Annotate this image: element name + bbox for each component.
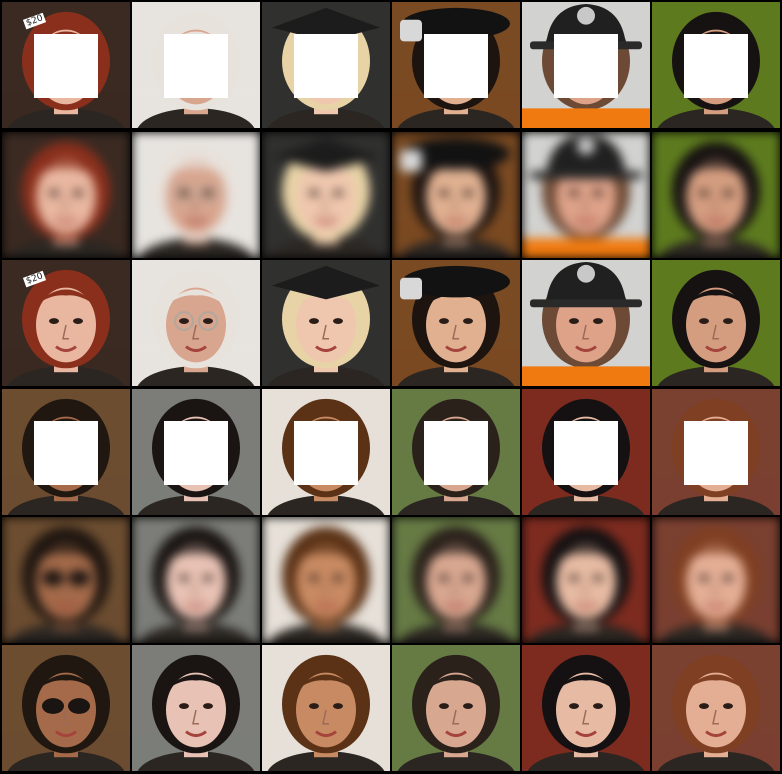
face-tile-blurred-reconstruction-curly-haired-man [262, 517, 390, 643]
face-image-woman-long-dark-hair [392, 517, 520, 643]
face-tile-masked-girl-with-bangs-yellow-flowers [652, 2, 780, 128]
face-image-police-helmet-man [522, 132, 650, 258]
face-image-man-with-sunglasses [2, 645, 130, 771]
face-image-red-haired-woman-smiling [2, 132, 130, 258]
face-image-asian-woman-short-hair [522, 517, 650, 643]
face-tile-blurred-reconstruction-blonde-graduate-smiling [262, 132, 390, 258]
occlusion-mask [684, 421, 748, 485]
face-tile-ground-truth-dark-haired-woman-black-hat [392, 260, 520, 386]
face-image-woman-red-lips [132, 645, 260, 771]
face-tile-ground-truth-elderly-man-with-glasses [132, 260, 260, 386]
face-image-woman-long-dark-hair [392, 645, 520, 771]
face-tile-blurred-reconstruction-elderly-man-with-glasses [132, 132, 260, 258]
face-tile-ground-truth-woman-red-lips [132, 645, 260, 771]
face-tile-masked-blonde-graduate-smiling [262, 2, 390, 128]
face-tile-blurred-reconstruction-man-with-sunglasses [2, 517, 130, 643]
face-image-auburn-haired-teen [652, 645, 780, 771]
face-tile-masked-dark-haired-woman-black-hat [392, 2, 520, 128]
face-tile-blurred-reconstruction-dark-haired-woman-black-hat [392, 132, 520, 258]
face-image-asian-woman-short-hair [522, 645, 650, 771]
face-tile-ground-truth-red-haired-woman-smiling: $20 [2, 260, 130, 386]
face-image-woman-red-lips [132, 517, 260, 643]
face-image-man-with-sunglasses [2, 517, 130, 643]
face-tile-masked-asian-woman-short-hair [522, 389, 650, 515]
face-tile-blurred-reconstruction-red-haired-woman-smiling [2, 132, 130, 258]
face-tile-masked-curly-haired-man [262, 389, 390, 515]
face-image-dark-haired-woman-black-hat [392, 260, 520, 386]
occlusion-mask [424, 34, 488, 98]
face-image-elderly-man-with-glasses [132, 132, 260, 258]
face-tile-ground-truth-girl-with-bangs-yellow-flowers [652, 260, 780, 386]
face-tile-masked-police-helmet-man [522, 2, 650, 128]
face-image-blonde-graduate-smiling [262, 132, 390, 258]
face-image-auburn-haired-teen [652, 517, 780, 643]
face-tile-ground-truth-auburn-haired-teen [652, 645, 780, 771]
face-image-blonde-graduate-smiling [262, 260, 390, 386]
face-tile-masked-man-with-sunglasses [2, 389, 130, 515]
face-image-police-helmet-man [522, 260, 650, 386]
occlusion-mask [34, 34, 98, 98]
face-image-elderly-man-with-glasses [132, 260, 260, 386]
face-tile-blurred-reconstruction-auburn-haired-teen [652, 517, 780, 643]
face-tile-blurred-reconstruction-woman-red-lips [132, 517, 260, 643]
face-image-curly-haired-man [262, 645, 390, 771]
occlusion-mask [554, 421, 618, 485]
face-tile-ground-truth-man-with-sunglasses [2, 645, 130, 771]
face-image-girl-with-bangs-yellow-flowers [652, 260, 780, 386]
face-tile-masked-red-haired-woman-smiling: $20 [2, 2, 130, 128]
face-tile-ground-truth-police-helmet-man [522, 260, 650, 386]
face-tile-blurred-reconstruction-asian-woman-short-hair [522, 517, 650, 643]
face-tile-blurred-reconstruction-girl-with-bangs-yellow-flowers [652, 132, 780, 258]
face-tile-blurred-reconstruction-woman-long-dark-hair [392, 517, 520, 643]
face-tile-ground-truth-curly-haired-man [262, 645, 390, 771]
face-image-red-haired-woman-smiling [2, 260, 130, 386]
face-image-curly-haired-man [262, 517, 390, 643]
face-tile-ground-truth-woman-long-dark-hair [392, 645, 520, 771]
face-tile-masked-auburn-haired-teen [652, 389, 780, 515]
occlusion-mask [164, 421, 228, 485]
face-tile-ground-truth-blonde-graduate-smiling [262, 260, 390, 386]
face-tile-ground-truth-asian-woman-short-hair [522, 645, 650, 771]
occlusion-mask [684, 34, 748, 98]
occlusion-mask [294, 34, 358, 98]
face-tile-masked-woman-red-lips [132, 389, 260, 515]
occlusion-mask [294, 421, 358, 485]
occlusion-mask [34, 421, 98, 485]
face-tile-masked-woman-long-dark-hair [392, 389, 520, 515]
occlusion-mask [424, 421, 488, 485]
occlusion-mask [164, 34, 228, 98]
face-image-girl-with-bangs-yellow-flowers [652, 132, 780, 258]
occlusion-mask [554, 34, 618, 98]
face-image-dark-haired-woman-black-hat [392, 132, 520, 258]
face-tile-blurred-reconstruction-police-helmet-man [522, 132, 650, 258]
face-tile-masked-elderly-man-with-glasses [132, 2, 260, 128]
